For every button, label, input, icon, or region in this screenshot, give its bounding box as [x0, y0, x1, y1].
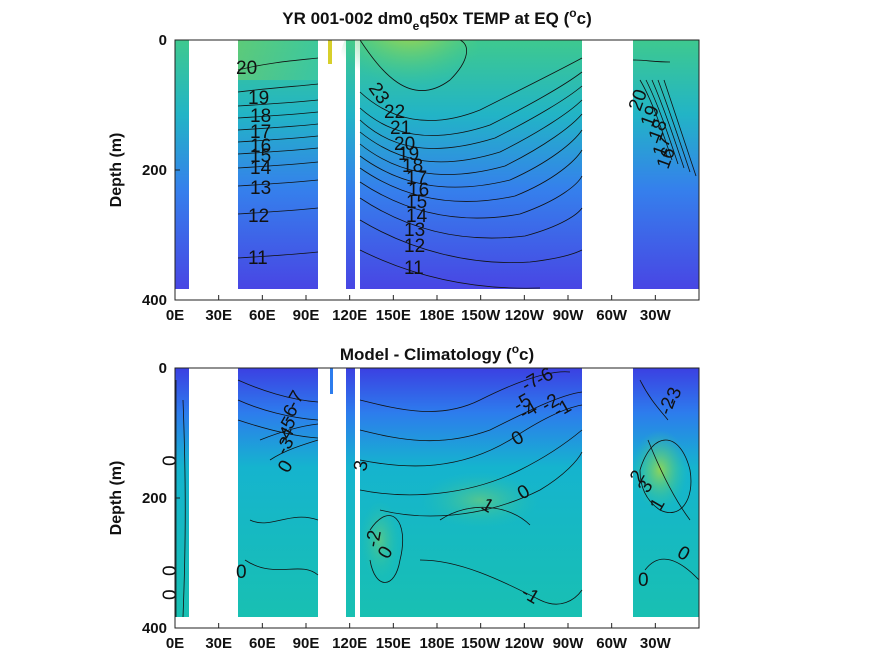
contour-label: 18	[250, 106, 271, 127]
contour-label: 12	[404, 236, 425, 257]
contour-label: 14	[406, 206, 428, 227]
contour-label: 12	[248, 206, 269, 227]
y-tick-label: 200	[142, 162, 167, 179]
panel-1-title: YR 001-002 dm0eq50x TEMP at EQ (oc)	[282, 6, 591, 33]
x-tick-label: 120W	[505, 635, 545, 652]
x-tick-label: 0E	[166, 635, 184, 652]
x-tick-label: 180E	[419, 307, 454, 324]
contour-label: 17	[250, 122, 271, 143]
contour-label: 16	[250, 136, 271, 157]
x-tick-label: 180E	[419, 635, 454, 652]
contour-label: -2	[362, 529, 386, 549]
contour-label: 17	[406, 168, 427, 189]
contour-label: 22	[384, 102, 405, 123]
panel-2: Model - Climatology (oc)	[108, 342, 700, 652]
contour-label: 14	[250, 158, 272, 179]
contour-label: 11	[404, 258, 424, 279]
x-tick-label: 90W	[553, 635, 585, 652]
contour-label: 3	[350, 459, 373, 473]
y-tick-label: 200	[142, 490, 167, 507]
contour-label: 18	[402, 156, 423, 177]
panel-1-contours	[237, 40, 697, 289]
contour-label: 0	[160, 455, 181, 466]
x-tick-label: 90W	[553, 307, 585, 324]
contour-label: 20	[394, 134, 415, 155]
contour-label: 13	[250, 178, 271, 199]
y-tick-label: 0	[159, 360, 167, 377]
x-tick-label: 30W	[640, 635, 672, 652]
contour-label: 16	[408, 180, 429, 201]
y-tick-label: 0	[159, 32, 167, 49]
contour-label: 11	[248, 248, 268, 269]
contour-label: 20	[236, 58, 257, 79]
x-tick-label: 90E	[293, 635, 320, 652]
panel-1: YR 001-002 dm0eq50x TEMP at EQ (oc)	[108, 6, 700, 324]
x-tick-label: 120W	[505, 307, 545, 324]
contour-label: 0	[638, 570, 649, 591]
x-tick-label: 60W	[596, 635, 628, 652]
x-tick-label: 60W	[596, 307, 628, 324]
contour-label: 19	[248, 88, 269, 109]
contour-label: 13	[404, 220, 425, 241]
x-tick-label: 30E	[205, 307, 232, 324]
contour-label: -3	[661, 385, 687, 408]
x-tick-label: 120E	[332, 307, 367, 324]
x-tick-label: 120E	[332, 635, 367, 652]
x-tick-label: 0E	[166, 307, 184, 324]
contour-label: 15	[406, 192, 427, 213]
contour-label: 21	[390, 118, 411, 139]
contour-label: -2	[655, 395, 681, 418]
contour-label: 0	[236, 562, 247, 583]
x-tick-label: 150W	[461, 635, 501, 652]
panel-2-ylabel: Depth (m)	[108, 461, 125, 536]
y-tick-label: 400	[142, 292, 167, 309]
x-tick-label: 60E	[249, 635, 276, 652]
x-tick-label: 60E	[249, 307, 276, 324]
contour-label: 19	[398, 144, 419, 165]
x-tick-label: 30W	[640, 307, 672, 324]
x-tick-label: 150W	[461, 307, 501, 324]
y-tick-label: 400	[142, 620, 167, 637]
panel-1-field	[175, 40, 699, 289]
contour-label: 15	[250, 146, 271, 167]
x-tick-label: 150E	[376, 307, 411, 324]
contour-label: 0	[160, 589, 181, 600]
contour-label: 0	[160, 565, 181, 576]
x-tick-label: 30E	[205, 635, 232, 652]
panel-2-title: Model - Climatology (oc)	[340, 342, 534, 364]
x-tick-label: 150E	[376, 635, 411, 652]
x-tick-label: 90E	[293, 307, 320, 324]
panel-1-ylabel: Depth (m)	[108, 133, 125, 208]
panel-2-field	[175, 368, 699, 617]
panel-1-contour-labels: 20 19 18 17 16 15 14 13 12 11 23 22 21 2…	[236, 58, 680, 279]
